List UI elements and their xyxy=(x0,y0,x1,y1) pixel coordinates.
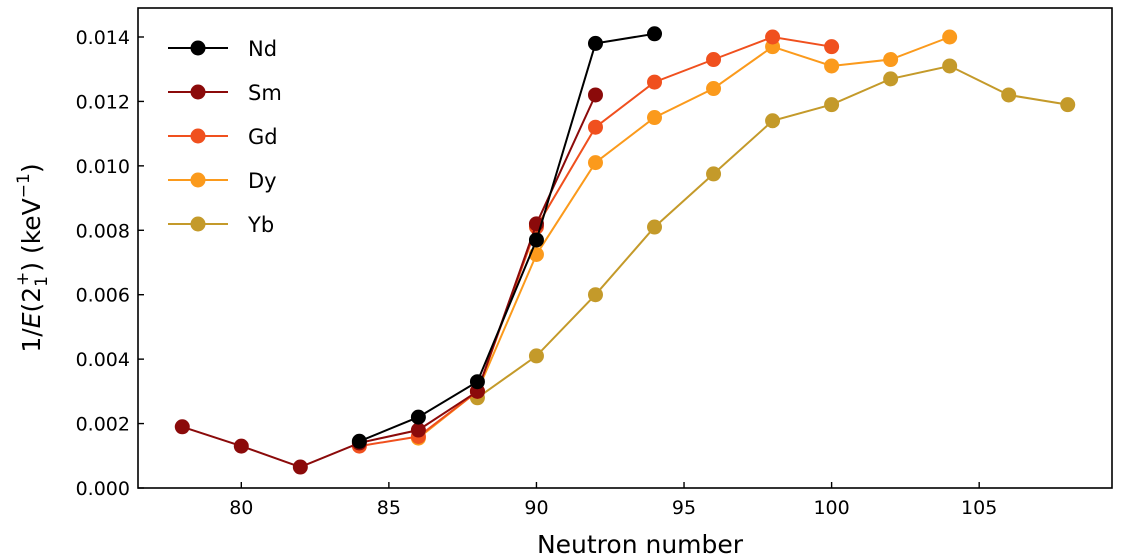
data-point xyxy=(706,166,722,182)
x-tick-label: 95 xyxy=(672,497,696,519)
y-tick-label: 0.006 xyxy=(76,285,130,307)
data-point xyxy=(410,422,426,438)
y-tick-label: 0.002 xyxy=(76,414,130,436)
legend-marker xyxy=(190,216,206,232)
data-point xyxy=(765,29,781,45)
data-point xyxy=(528,348,544,364)
data-point xyxy=(1060,97,1076,113)
plot-frame xyxy=(137,7,1113,489)
plot-area xyxy=(174,26,1076,475)
data-point xyxy=(706,52,722,68)
series-line xyxy=(359,32,655,443)
legend-label: Yb xyxy=(247,213,274,237)
x-tick-label: 90 xyxy=(524,497,548,519)
series-yb xyxy=(469,58,1076,406)
data-point xyxy=(528,232,544,248)
legend-item-dy: Dy xyxy=(168,169,277,193)
series-line xyxy=(181,94,597,469)
y-tick-label: 0.012 xyxy=(76,91,130,113)
series-dy xyxy=(410,29,958,446)
x-tick-label: 105 xyxy=(961,497,997,519)
data-point xyxy=(587,35,603,51)
legend-item-nd: Nd xyxy=(168,37,277,61)
data-point xyxy=(883,71,899,87)
y-tick-label: 0.004 xyxy=(76,349,130,371)
legend-label: Sm xyxy=(248,81,282,105)
data-point xyxy=(233,438,249,454)
data-point xyxy=(351,433,367,449)
legend-label: Dy xyxy=(248,169,277,193)
y-axis-title-unit: ) (keV xyxy=(17,198,46,272)
x-tick-label: 80 xyxy=(229,497,253,519)
data-point xyxy=(647,110,663,126)
y-tick-label: 0.000 xyxy=(76,478,130,500)
y-tick-label: 0.010 xyxy=(76,156,130,178)
legend-marker xyxy=(190,84,206,100)
data-point xyxy=(587,87,603,103)
data-point xyxy=(647,74,663,90)
y-axis-title-sub: 1 xyxy=(32,276,52,287)
legend-item-sm: Sm xyxy=(168,81,282,105)
data-point xyxy=(174,419,190,435)
series-line xyxy=(417,36,951,439)
data-point xyxy=(410,409,426,425)
legend-item-yb: Yb xyxy=(168,213,274,237)
data-point xyxy=(647,26,663,42)
y-axis-title-arg: (2 xyxy=(17,287,46,313)
data-point xyxy=(824,39,840,55)
data-point xyxy=(706,81,722,97)
data-point xyxy=(469,374,485,390)
axes: 80 85 90 95 100 105 0.000 0.002 0.004 0.006 0.008 0… xyxy=(76,7,1113,519)
y-axis-title-prefix: 1/ xyxy=(17,328,46,353)
data-point xyxy=(292,459,308,475)
data-point xyxy=(883,52,899,68)
x-axis-title: Neutron number xyxy=(537,530,744,559)
series-nd xyxy=(351,26,663,449)
legend-label: Nd xyxy=(248,37,277,61)
y-axis-title-unit-sup: −1 xyxy=(14,173,34,198)
legend-label: Gd xyxy=(248,125,278,149)
x-tick-label: 85 xyxy=(377,497,401,519)
data-point xyxy=(942,58,958,74)
y-tick-label: 0.008 xyxy=(76,220,130,242)
series-sm xyxy=(174,87,603,475)
data-point xyxy=(942,29,958,45)
data-point xyxy=(1001,87,1017,103)
data-point xyxy=(824,97,840,113)
data-point xyxy=(765,113,781,129)
legend-item-gd: Gd xyxy=(168,125,278,149)
y-axis-title-end: ) xyxy=(17,163,46,173)
x-tick-label: 100 xyxy=(813,497,849,519)
legend: Nd Sm Gd Dy Yb xyxy=(168,37,282,237)
data-point xyxy=(587,155,603,171)
legend-marker xyxy=(190,172,206,188)
legend-marker xyxy=(190,40,206,56)
data-point xyxy=(647,219,663,235)
y-axis-title-func: E xyxy=(17,312,46,328)
legend-marker xyxy=(190,128,206,144)
data-point xyxy=(587,287,603,303)
data-point xyxy=(824,58,840,74)
y-axis-title: 1/E(21+) (keV−1) xyxy=(13,163,52,352)
y-axis-title-sup: + xyxy=(13,272,33,286)
data-point xyxy=(587,119,603,135)
y-tick-label: 0.014 xyxy=(76,27,130,49)
